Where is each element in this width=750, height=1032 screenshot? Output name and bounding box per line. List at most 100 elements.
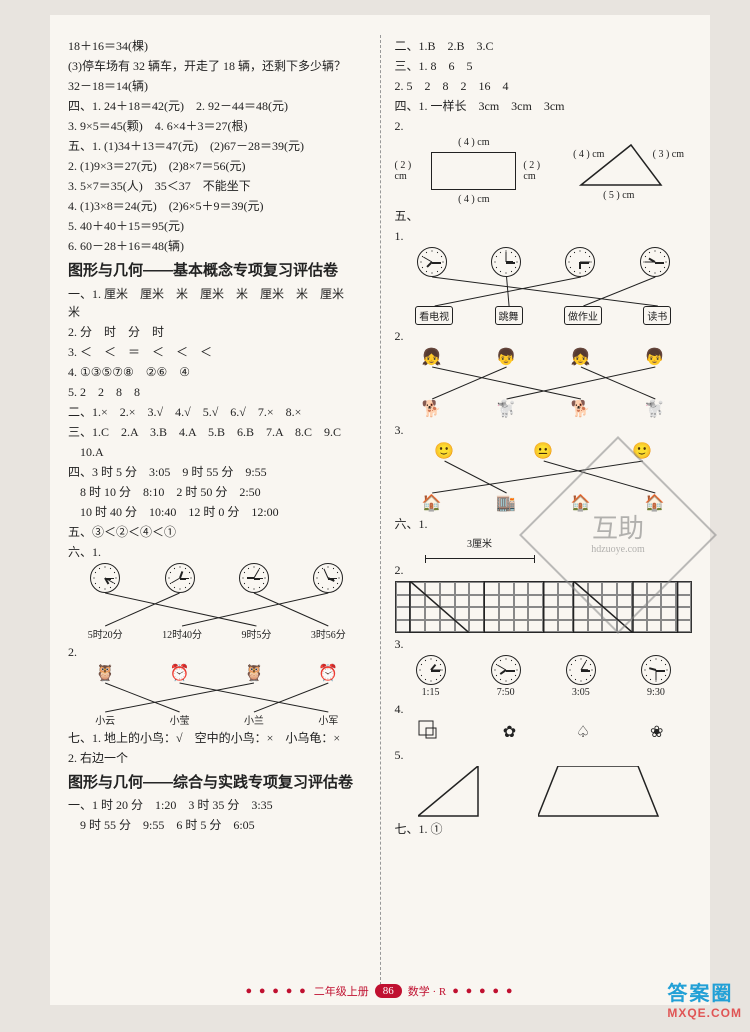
text-line: 3. 9×5＝45(颗) 4. 6×4＋3＝27(根)	[68, 117, 366, 135]
wm-small: MXQE.COM	[667, 1006, 742, 1020]
section-title: 图形与几何——综合与实践专项复习评估卷	[68, 773, 366, 793]
glyph-icon: 🏠	[420, 493, 444, 513]
text-line: 4.	[395, 700, 693, 718]
text-line: 2.	[395, 327, 693, 345]
text-line: 一、1. 厘米 厘米 米 厘米 米 厘米 米 厘米 米	[68, 285, 366, 321]
child-dog-match-diagram: 👧👦👧👦 🐕🐩🐕🐩	[395, 347, 693, 419]
text-line: 二、1.B 2.B 3.C	[395, 37, 693, 55]
segment-diagram: 3厘米	[425, 535, 535, 559]
label-box: 看电视	[415, 306, 453, 325]
tri-a-label: ( 4 ) cm	[573, 149, 604, 160]
clock-icon	[491, 655, 521, 685]
page-number: 86	[375, 984, 402, 998]
name-label: 7:50	[486, 687, 526, 698]
shape-row-4: ✿ ♤ ❀	[395, 720, 693, 744]
footer-right: 数学 · R	[408, 983, 447, 999]
text-line: 4. ①③⑤⑦⑧ ②⑥ ④	[68, 363, 366, 381]
text-line: 二、1.× 2.× 3.√ 4.√ 5.√ 6.√ 7.× 8.×	[68, 403, 366, 421]
text-line: 五、	[395, 207, 693, 225]
watermark-corner: 答案圈 MXQE.COM	[667, 977, 742, 1020]
flower-icon: ❀	[645, 722, 669, 742]
text-line: 五、③＜②＜④＜①	[68, 523, 366, 541]
rect-top-label: ( 4 ) cm	[395, 137, 554, 148]
name-label: 小军	[318, 712, 338, 727]
clock-icon	[641, 655, 671, 685]
name-label: 12时40分	[162, 626, 202, 641]
tree-icon: ✿	[497, 722, 521, 742]
clock-match-diagram: 5时20分12时40分9时5分3时56分	[68, 563, 366, 641]
text-line: 5. 2 2 8 8	[68, 383, 366, 401]
name-label: 9:30	[636, 687, 676, 698]
glyph-icon: 🏬	[494, 493, 518, 513]
text-line: 六、1.	[68, 543, 366, 561]
clock-match-diagram-2: 看电视 跳舞 做作业 读书	[395, 247, 693, 325]
text-line: 2. 分 时 分 时	[68, 323, 366, 341]
text-line: 七、1. 地上的小鸟：√ 空中的小鸟：× 小乌龟：×	[68, 729, 366, 747]
text-line: 18＋16＝34(棵)	[68, 37, 366, 55]
label-box: 读书	[643, 306, 671, 325]
stamp-url: hdzuoye.com	[591, 544, 645, 555]
wm-big: 答案圈	[667, 983, 733, 1005]
text-line: 8 时 10 分 8:10 2 时 50 分 2:50	[68, 483, 366, 501]
text-line: 3. 5×7＝35(人) 35＜37 不能坐下	[68, 177, 366, 195]
text-line: 32－18＝14(辆)	[68, 77, 366, 95]
name-label: 3时56分	[311, 626, 346, 641]
text-line: 4. (1)3×8＝24(元) (2)6×5＋9＝39(元)	[68, 197, 366, 215]
text-line: 2. (1)9×3＝27(元) (2)8×7＝56(元)	[68, 157, 366, 175]
text-line: 五、1. (1)34＋13＝47(元) (2)67－28＝39(元)	[68, 137, 366, 155]
pine-icon: ♤	[571, 722, 595, 742]
clock-icon	[416, 655, 446, 685]
tri-c-label: ( 5 ) cm	[603, 190, 634, 201]
text-line: 四、1. 24＋18＝42(元) 2. 92－44＝48(元)	[68, 97, 366, 115]
footer-dots: ● ● ● ● ●	[246, 985, 308, 997]
left-column: 18＋16＝34(棵) (3)停车场有 32 辆车，开走了 18 辆，还剩下多少…	[68, 35, 366, 995]
name-label: 9时5分	[241, 626, 271, 641]
text-line: 3.	[395, 635, 693, 653]
triangle-shape	[573, 137, 673, 193]
text-line: 2. 5 2 8 2 16 4	[395, 77, 693, 95]
name-label: 小云	[95, 712, 115, 727]
footer-left: 二年级上册	[314, 983, 369, 999]
text-line: 6. 60－28＋16＝48(辆)	[68, 237, 366, 255]
text-line: 5. 40＋40＋15＝95(元)	[68, 217, 366, 235]
name-label: 3:05	[561, 687, 601, 698]
tri-b-label: ( 3 ) cm	[653, 149, 684, 160]
text-line: (3)停车场有 32 辆车，开走了 18 辆，还剩下多少辆？	[68, 57, 366, 75]
text-line: 10 时 40 分 10:40 12 时 0 分 12:00	[68, 503, 366, 521]
text-line: 七、1. ①	[395, 820, 693, 838]
section-title: 图形与几何——基本概念专项复习评估卷	[68, 261, 366, 281]
shape-row-5	[395, 766, 693, 818]
square-pair-icon	[418, 720, 448, 744]
rectangle-shape	[431, 152, 516, 190]
triangle-5	[418, 766, 488, 818]
rect-left-label: ( 2 ) cm	[395, 160, 425, 182]
text-line: 9 时 55 分 9:55 6 时 5 分 6:05	[68, 816, 366, 834]
text-line: 三、1.C 2.A 3.B 4.A 5.B 6.B 7.A 8.C 9.C	[68, 423, 366, 441]
text-line: 三、1. 8 6 5	[395, 57, 693, 75]
label-box: 做作业	[564, 306, 602, 325]
text-line: 四、1. 一样长 3cm 3cm 3cm	[395, 97, 693, 115]
text-line: 一、1 时 20 分 1:20 3 时 35 分 3:35	[68, 796, 366, 814]
name-label: 小兰	[244, 712, 264, 727]
clock-label-row: 1:15 7:50 3:05 9:30	[395, 687, 693, 698]
text-line: 2. 右边一个	[68, 749, 366, 767]
clock-icon	[566, 655, 596, 685]
glyph-icon: 🐕	[568, 399, 592, 419]
rect-right-label: ( 2 ) cm	[523, 160, 553, 182]
right-column: 二、1.B 2.B 3.C 三、1. 8 6 5 2. 5 2 8 2 16 4…	[395, 35, 693, 995]
owl-match-diagram: 🦉⏰🦉⏰ 小云小莹小兰小军	[68, 663, 366, 727]
page-footer: ● ● ● ● ● 二年级上册 86 数学 · R ● ● ● ● ●	[50, 983, 710, 999]
text-line: 5.	[395, 746, 693, 764]
text-line: 3.	[395, 421, 693, 439]
column-divider	[380, 35, 381, 995]
glyph-icon: 🐩	[643, 399, 667, 419]
name-label: 小莹	[170, 712, 190, 727]
clock-row	[395, 655, 693, 685]
name-label: 1:15	[411, 687, 451, 698]
text-line: 1.	[395, 227, 693, 245]
trapezoid-5	[538, 766, 668, 818]
stamp-text: 互助	[591, 515, 645, 544]
label-box: 跳舞	[495, 306, 523, 325]
text-line: 10.A	[68, 443, 366, 461]
glyph-icon: 🐩	[494, 399, 518, 419]
